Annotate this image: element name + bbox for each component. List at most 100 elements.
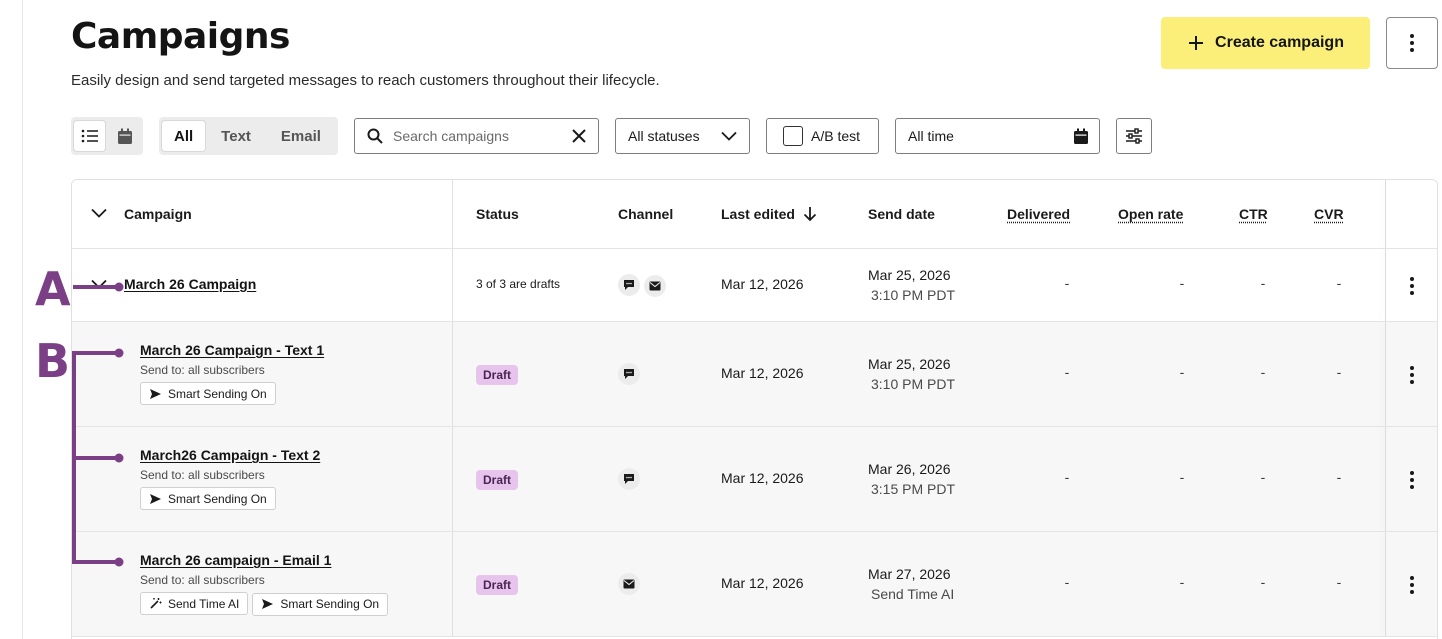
column-channel[interactable]: Channel [618, 206, 674, 222]
smart-sending-tag: Smart Sending On [252, 592, 389, 616]
cvr-value: - [1336, 574, 1342, 590]
clear-icon[interactable] [572, 129, 586, 143]
sticky-column-divider [1385, 532, 1386, 636]
open-rate-value: - [1179, 275, 1185, 291]
campaign-row[interactable]: March 26 campaign - Email 1 Send to: all… [72, 532, 1437, 637]
campaign-row[interactable]: March 26 Campaign - Text 1 Send to: all … [72, 322, 1437, 427]
campaign-tags: Smart Sending On [140, 382, 280, 405]
channel-filter-tabs: All Text Email [159, 117, 338, 155]
open-rate-value: - [1179, 364, 1185, 380]
calendar-icon [1074, 128, 1088, 144]
date-range-picker[interactable]: All time [895, 118, 1100, 154]
cvr-value: - [1336, 275, 1342, 291]
send-date-day: Mar 25, 2026 [868, 267, 951, 283]
sms-icon [618, 468, 640, 490]
calendar-icon [117, 128, 132, 144]
search-input[interactable]: Search campaigns [393, 128, 509, 144]
ctr-value: - [1260, 469, 1266, 485]
list-icon [81, 129, 98, 143]
campaign-group-row[interactable]: March 26 Campaign 3 of 3 are drafts Mar … [72, 249, 1437, 322]
row-channels [618, 468, 644, 490]
row-channels [618, 363, 644, 385]
last-edited-value: Mar 12, 2026 [721, 470, 804, 486]
search-box[interactable]: Search campaigns [354, 118, 599, 154]
more-options-button[interactable] [1386, 17, 1438, 69]
advanced-filters-button[interactable] [1116, 118, 1152, 154]
delivered-value: - [1064, 469, 1070, 485]
send-date-time: 3:10 PM PDT [871, 376, 956, 392]
ab-test-checkbox[interactable]: A/B test [766, 118, 879, 154]
status-badge: Draft [476, 470, 519, 490]
row-menu-kebab-icon[interactable] [1410, 471, 1414, 489]
column-status[interactable]: Status [476, 206, 519, 222]
send-arrow-icon [150, 388, 161, 399]
calendar-view-button[interactable] [109, 121, 140, 151]
sticky-column-divider [1385, 322, 1386, 426]
magic-wand-icon [150, 598, 162, 609]
row-menu-kebab-icon[interactable] [1410, 576, 1414, 594]
row-menu-kebab-icon[interactable] [1410, 366, 1414, 384]
column-divider [452, 180, 453, 248]
column-divider [452, 532, 453, 636]
sms-icon [618, 363, 640, 385]
column-send-date[interactable]: Send date [868, 206, 935, 222]
left-sidebar-edge [22, 0, 23, 639]
column-open-rate[interactable]: Open rate [1118, 206, 1184, 222]
ctr-value: - [1260, 574, 1266, 590]
status-badge: Draft [476, 575, 519, 595]
send-date-day: Mar 26, 2026 [868, 461, 951, 477]
tag-label: Smart Sending On [280, 597, 380, 611]
plus-icon [1189, 36, 1204, 50]
tag-label: Smart Sending On [168, 491, 267, 506]
sms-icon [618, 274, 640, 296]
cvr-value: - [1336, 469, 1342, 485]
send-date-time: 3:10 PM PDT [871, 287, 956, 303]
last-edited-value: Mar 12, 2026 [721, 575, 804, 591]
send-date-day: Mar 27, 2026 [868, 566, 951, 582]
campaign-name-link[interactable]: March26 Campaign - Text 2 [140, 447, 321, 463]
delivered-value: - [1064, 364, 1070, 380]
campaign-name-link[interactable]: March 26 campaign - Email 1 [140, 552, 332, 568]
tab-text[interactable]: Text [221, 127, 251, 145]
chevron-down-icon [721, 131, 737, 141]
send-date-cell: Mar 26, 2026 3:15 PM PDT [868, 459, 955, 499]
column-campaign[interactable]: Campaign [124, 206, 192, 222]
column-divider [452, 427, 453, 531]
sliders-icon [1126, 128, 1142, 144]
status-badge: Draft [476, 365, 519, 385]
open-rate-value: - [1179, 469, 1185, 485]
tab-all[interactable]: All [162, 121, 206, 151]
group-send-date: Mar 25, 2026 3:10 PM PDT [868, 265, 955, 305]
send-arrow-icon [262, 599, 274, 609]
email-icon [618, 573, 640, 595]
campaign-group-name[interactable]: March 26 Campaign [124, 276, 257, 292]
campaigns-table: Campaign Status Channel Last edited Send… [71, 179, 1438, 639]
send-date-cell: Mar 25, 2026 3:10 PM PDT [868, 354, 955, 394]
column-ctr[interactable]: CTR [1239, 206, 1268, 222]
row-menu-kebab-icon[interactable] [1410, 277, 1414, 295]
page-title: Campaigns [71, 16, 290, 57]
send-to-text: Send to: all subscribers [140, 468, 265, 482]
status-dropdown-value: All statuses [628, 128, 700, 144]
ab-test-label: A/B test [811, 128, 861, 144]
tab-email[interactable]: Email [280, 127, 321, 145]
column-cvr[interactable]: CVR [1314, 206, 1344, 222]
send-date-time: 3:15 PM PDT [871, 481, 956, 497]
status-dropdown[interactable]: All statuses [615, 118, 750, 154]
create-campaign-button[interactable]: Create campaign [1161, 17, 1370, 69]
campaign-row[interactable]: March26 Campaign - Text 2 Send to: all s… [72, 427, 1437, 532]
checkbox-box[interactable] [783, 126, 803, 146]
sort-arrow-down-icon[interactable] [803, 206, 817, 222]
campaign-name-link[interactable]: March 26 Campaign - Text 1 [140, 342, 325, 358]
list-view-button[interactable] [74, 121, 105, 151]
send-date-cell: Mar 27, 2026 Send Time AI [868, 564, 954, 604]
column-delivered[interactable]: Delivered [1007, 206, 1071, 222]
table-header-row: Campaign Status Channel Last edited Send… [72, 180, 1437, 249]
email-icon [644, 275, 666, 297]
row-channels [618, 573, 644, 595]
cvr-value: - [1336, 364, 1342, 380]
chevron-down-icon[interactable] [91, 208, 107, 218]
annotation-letter-b: B [35, 334, 71, 388]
column-last-edited[interactable]: Last edited [721, 206, 795, 222]
campaign-tags: Smart Sending On [140, 487, 280, 510]
